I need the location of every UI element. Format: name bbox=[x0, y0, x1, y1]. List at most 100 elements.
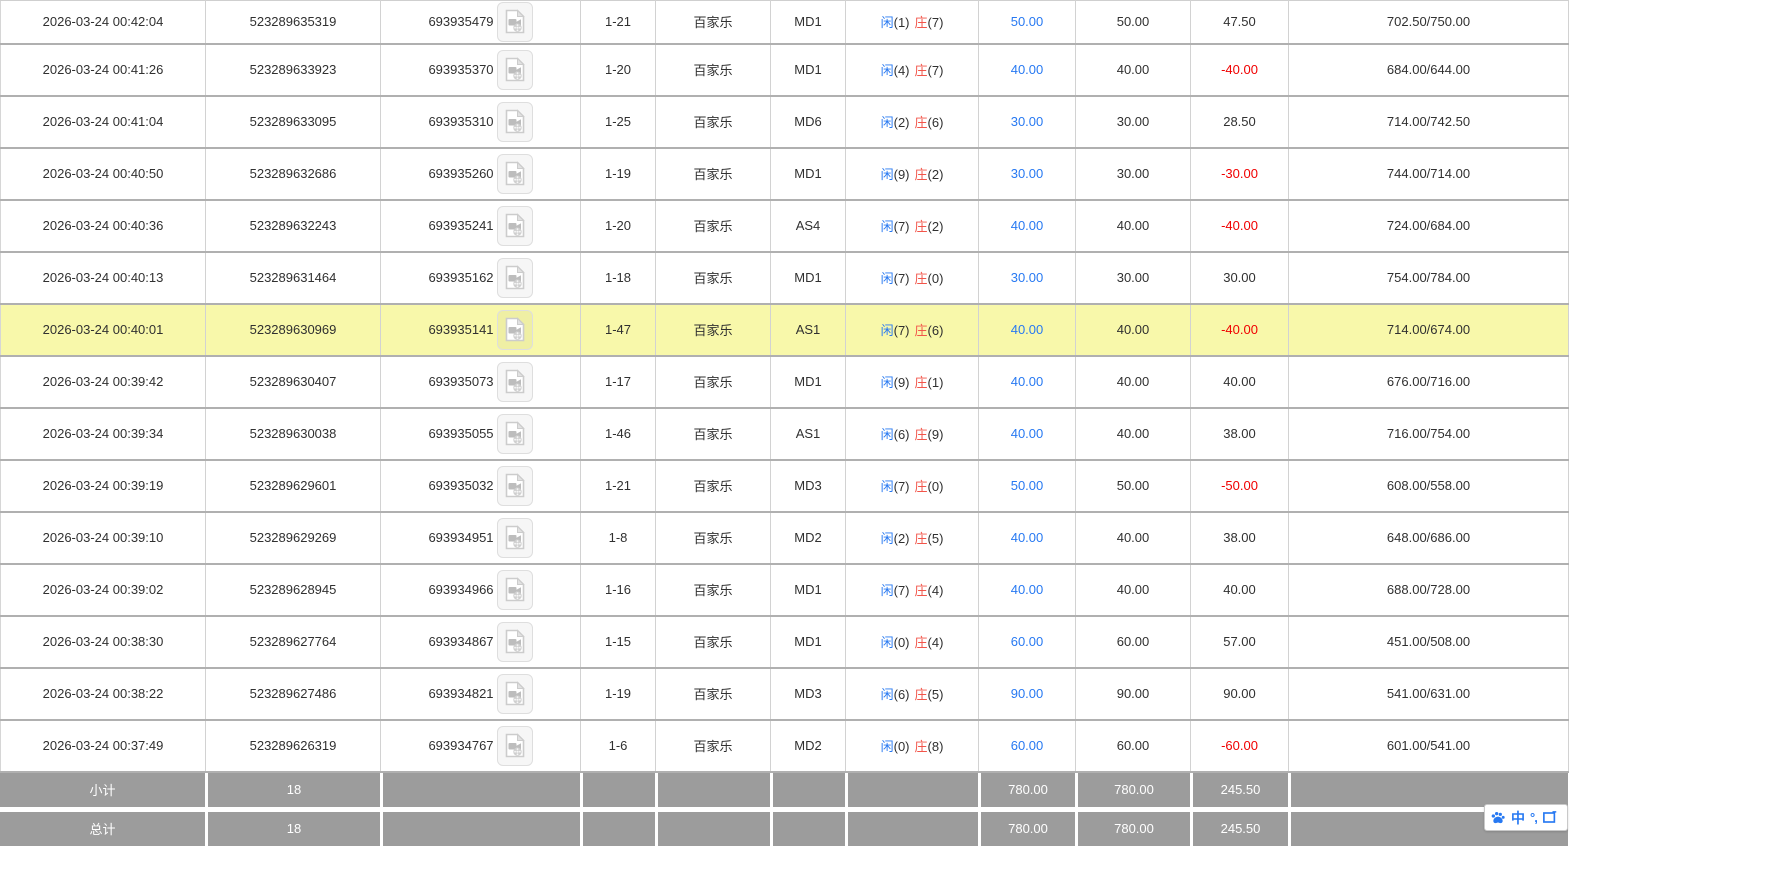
table-id-cell: MD1 bbox=[770, 615, 846, 669]
win-loss-cell: -60.00 bbox=[1190, 719, 1289, 773]
zhuang-label: 庄 bbox=[914, 479, 928, 494]
game-type-cell: 百家乐 bbox=[655, 407, 771, 461]
bet-amount-cell[interactable]: 50.00 bbox=[978, 0, 1076, 45]
video-replay-button[interactable] bbox=[496, 673, 533, 714]
table-row[interactable]: 2026-03-24 00:40:13 523289631464 693935162… bbox=[0, 251, 1569, 305]
round-id-text: 693934951 bbox=[428, 530, 494, 545]
win-loss-cell: 38.00 bbox=[1190, 407, 1289, 461]
xian-count: (9) bbox=[893, 375, 910, 390]
zhuang-count: (4) bbox=[927, 635, 944, 650]
xian-label: 闲 bbox=[880, 583, 894, 598]
round-id-cell: 693935479 bbox=[380, 0, 581, 45]
video-replay-button[interactable] bbox=[496, 465, 533, 506]
result-cell: 闲(7) 庄(4) bbox=[845, 563, 979, 617]
ime-punctuation-label[interactable]: °, bbox=[1530, 810, 1538, 825]
table-row[interactable]: 2026-03-24 00:39:19 523289629601 693935032… bbox=[0, 459, 1569, 513]
round-id-cell: 693934867 bbox=[380, 615, 581, 669]
table-row[interactable]: 2026-03-24 00:39:02 523289628945 693934966… bbox=[0, 563, 1569, 617]
bet-amount-cell[interactable]: 60.00 bbox=[978, 615, 1076, 669]
bet-amount-cell[interactable]: 30.00 bbox=[978, 95, 1076, 149]
round-id-cell: 693934821 bbox=[380, 667, 581, 721]
video-replay-button[interactable] bbox=[496, 101, 533, 142]
video-replay-button[interactable] bbox=[496, 205, 533, 246]
video-replay-button[interactable] bbox=[496, 257, 533, 298]
bet-amount-cell[interactable]: 30.00 bbox=[978, 147, 1076, 201]
table-row[interactable]: 2026-03-24 00:37:49 523289626319 693934767… bbox=[0, 719, 1569, 773]
round-id-wrap: 693935241 bbox=[381, 205, 580, 246]
bet-amount-cell[interactable]: 40.00 bbox=[978, 511, 1076, 565]
video-replay-button[interactable] bbox=[496, 413, 533, 454]
round-id-cell: 693935055 bbox=[380, 407, 581, 461]
bet-amount-cell[interactable]: 40.00 bbox=[978, 407, 1076, 461]
win-loss-cell: -50.00 bbox=[1190, 459, 1289, 513]
video-replay-button[interactable] bbox=[496, 49, 533, 90]
baidu-paw-icon[interactable] bbox=[1490, 810, 1506, 826]
table-row[interactable]: 2026-03-24 00:41:26 523289633923 693935370… bbox=[0, 43, 1569, 97]
bet-amount-cell[interactable]: 40.00 bbox=[978, 303, 1076, 357]
ime-mode-label[interactable]: 中 bbox=[1511, 809, 1525, 826]
table-row[interactable]: 2026-03-24 00:39:42 523289630407 693935073… bbox=[0, 355, 1569, 409]
game-type-cell: 百家乐 bbox=[655, 95, 771, 149]
video-file-icon bbox=[505, 265, 525, 290]
round-id-text: 693935370 bbox=[428, 62, 494, 77]
video-replay-button[interactable] bbox=[496, 569, 533, 610]
bet-amount-cell[interactable]: 50.00 bbox=[978, 459, 1076, 513]
round-id-text: 693935055 bbox=[428, 426, 494, 441]
bet-amount-cell[interactable]: 40.00 bbox=[978, 563, 1076, 617]
video-replay-button[interactable] bbox=[496, 153, 533, 194]
table-id-cell: MD1 bbox=[770, 563, 846, 617]
video-replay-button[interactable] bbox=[496, 309, 533, 350]
game-type-cell: 百家乐 bbox=[655, 0, 771, 45]
bet-amount-cell[interactable]: 40.00 bbox=[978, 199, 1076, 253]
win-loss-cell: 38.00 bbox=[1190, 511, 1289, 565]
table-row[interactable]: 2026-03-24 00:39:10 523289629269 693934951… bbox=[0, 511, 1569, 565]
round-id-cell: 693935073 bbox=[380, 355, 581, 409]
result-cell: 闲(0) 庄(4) bbox=[845, 615, 979, 669]
bet-amount-cell[interactable]: 40.00 bbox=[978, 43, 1076, 97]
baidu-ime-toolbar[interactable]: 中 °, bbox=[1484, 804, 1568, 831]
table-row[interactable]: 2026-03-24 00:40:01 523289630969 693935141… bbox=[0, 303, 1569, 357]
table-row[interactable]: 2026-03-24 00:39:34 523289630038 693935055… bbox=[0, 407, 1569, 461]
video-replay-button[interactable] bbox=[496, 361, 533, 402]
xian-count: (4) bbox=[893, 63, 910, 78]
table-row[interactable]: 2026-03-24 00:40:36 523289632243 693935241… bbox=[0, 199, 1569, 253]
bet-amount-cell[interactable]: 60.00 bbox=[978, 719, 1076, 773]
xian-count: (7) bbox=[893, 271, 910, 286]
zhuang-label: 庄 bbox=[914, 739, 928, 754]
zhuang-count: (7) bbox=[927, 15, 944, 31]
xian-count: (6) bbox=[893, 687, 910, 702]
result-cell: 闲(2) 庄(5) bbox=[845, 511, 979, 565]
table-row[interactable]: 2026-03-24 00:40:50 523289632686 693935260… bbox=[0, 147, 1569, 201]
bet-id-cell: 523289629601 bbox=[205, 459, 381, 513]
table-row[interactable]: 2026-03-24 00:41:04 523289633095 693935310… bbox=[0, 95, 1569, 149]
valid-amount-cell: 40.00 bbox=[1075, 303, 1191, 357]
video-replay-button[interactable] bbox=[496, 1, 533, 42]
game-type-cell: 百家乐 bbox=[655, 615, 771, 669]
bet-total: 780.00 bbox=[978, 772, 1075, 807]
bet-amount-cell[interactable]: 30.00 bbox=[978, 251, 1076, 305]
ime-keyboard-icon[interactable] bbox=[1542, 810, 1557, 825]
bet-amount-cell[interactable]: 40.00 bbox=[978, 355, 1076, 409]
round-id-wrap: 693935055 bbox=[381, 413, 580, 454]
valid-total: 780.00 bbox=[1075, 811, 1190, 846]
video-replay-button[interactable] bbox=[496, 725, 533, 766]
bet-amount-cell[interactable]: 90.00 bbox=[978, 667, 1076, 721]
table-row[interactable]: 2026-03-24 00:42:04 523289635319 693935479… bbox=[0, 0, 1569, 45]
bet-id-cell: 523289629269 bbox=[205, 511, 381, 565]
footer-empty-cell bbox=[380, 811, 580, 846]
video-replay-button[interactable] bbox=[496, 621, 533, 662]
zhuang-label: 庄 bbox=[914, 375, 928, 390]
win-loss-cell: 90.00 bbox=[1190, 667, 1289, 721]
video-replay-button[interactable] bbox=[496, 517, 533, 558]
bet-total: 780.00 bbox=[978, 811, 1075, 846]
subtotal-row: 小计 18 780.00 780.00 245.50 bbox=[0, 772, 1568, 807]
result-cell: 闲(1) 庄(7) bbox=[845, 0, 979, 45]
table-id-cell: MD2 bbox=[770, 511, 846, 565]
video-file-icon bbox=[505, 161, 525, 186]
round-id-wrap: 693935479 bbox=[381, 1, 580, 42]
game-round-cell: 1-46 bbox=[580, 407, 656, 461]
table-row[interactable]: 2026-03-24 00:38:22 523289627486 693934821… bbox=[0, 667, 1569, 721]
table-row[interactable]: 2026-03-24 00:38:30 523289627764 693934867… bbox=[0, 615, 1569, 669]
round-id-wrap: 693934867 bbox=[381, 621, 580, 662]
